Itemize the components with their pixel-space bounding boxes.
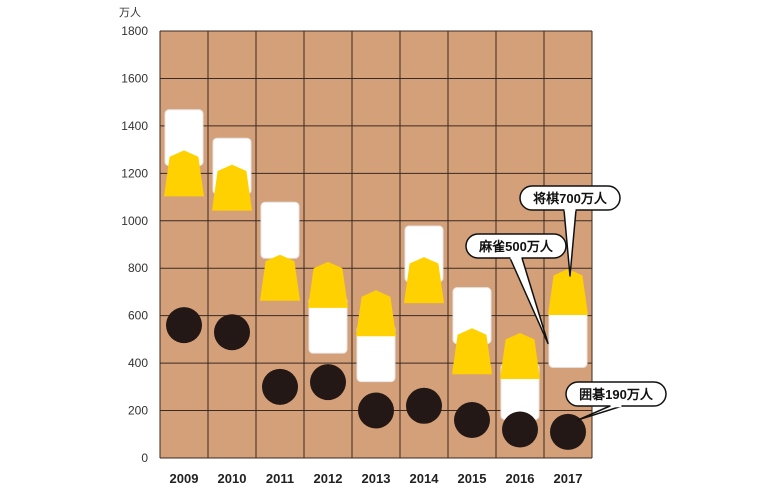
y-tick-label: 1800 — [121, 24, 148, 38]
x-tick-label: 2011 — [266, 471, 294, 486]
x-tick-label: 2012 — [314, 471, 343, 486]
x-tick-label: 2017 — [554, 471, 583, 486]
shogi-piece-mark — [548, 268, 588, 315]
go-stone-mark — [214, 314, 250, 351]
go-stone-mark — [358, 392, 394, 429]
callout-label: 麻雀500万人 — [478, 239, 554, 254]
x-tick-label: 2014 — [410, 471, 440, 486]
x-tick-label: 2013 — [362, 471, 391, 486]
go-stone-mark — [454, 402, 490, 439]
y-tick-label: 400 — [128, 356, 148, 370]
x-tick-label: 2010 — [218, 471, 247, 486]
go-stone-mark — [262, 368, 298, 405]
shogi-piece-mark — [212, 164, 252, 211]
y-unit-label: 万人 — [119, 6, 141, 19]
y-tick-label: 1200 — [121, 166, 148, 180]
x-tick-label: 2009 — [170, 471, 199, 486]
callout-label: 囲碁190万人 — [579, 387, 654, 402]
y-tick-label: 600 — [128, 309, 148, 323]
go-stone-mark — [502, 411, 538, 448]
y-tick-label: 800 — [128, 261, 148, 275]
shogi-piece-mark — [356, 290, 396, 337]
y-tick-label: 1000 — [121, 214, 148, 228]
mahjong-tile-mark — [548, 310, 588, 368]
go-stone-mark — [166, 307, 202, 344]
shogi-piece-mark — [164, 150, 204, 197]
y-tick-label: 200 — [128, 404, 148, 418]
go-stone-mark — [310, 364, 346, 401]
shogi-piece-mark — [260, 254, 300, 301]
x-axis: 2009 2010 2011 2012 2013 2014 2015 2016 2017 — [170, 471, 583, 486]
y-tick-label: 0 — [141, 451, 148, 465]
y-tick-label: 1400 — [121, 119, 148, 133]
data-marks — [164, 109, 588, 450]
shogi-piece-mark — [308, 261, 348, 308]
go-stone-mark — [550, 413, 586, 450]
shogi-piece-mark — [404, 257, 444, 304]
x-tick-label: 2016 — [506, 471, 535, 486]
shogi-piece-mark — [452, 328, 492, 375]
y-tick-label: 1600 — [121, 71, 148, 85]
y-axis: 0 200 400 600 800 1000 1200 1400 1600 1800 — [121, 24, 148, 465]
go-stone-mark — [406, 387, 442, 424]
x-tick-label: 2015 — [458, 471, 487, 486]
callout-label: 将棋700万人 — [533, 191, 608, 206]
mahjong-tile-mark — [260, 201, 300, 259]
shogi-piece-mark — [500, 332, 540, 379]
